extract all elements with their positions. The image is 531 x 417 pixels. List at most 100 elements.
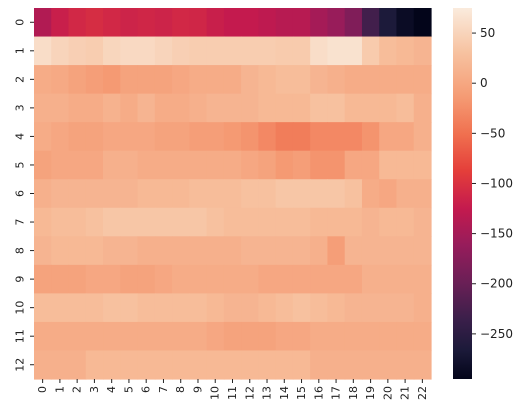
heatmap-cell-r10-c6 <box>137 293 156 323</box>
heatmap-cell-r8-c7 <box>154 236 173 266</box>
heatmap-cell-r9-c22 <box>413 264 432 294</box>
heatmap-cell-r5-c2 <box>68 150 87 180</box>
heatmap-cell-r10-c9 <box>189 293 208 323</box>
heatmap-cell-r3-c1 <box>51 93 70 123</box>
heatmap-cell-r9-c7 <box>154 264 173 294</box>
heatmap-cell-r2-c4 <box>103 65 121 95</box>
y-tick-label: 7 <box>14 219 27 226</box>
heatmap-cell-r6-c10 <box>206 179 225 209</box>
heatmap-cell-r8-c14 <box>275 236 294 266</box>
heatmap-cell-r12-c17 <box>327 350 346 380</box>
heatmap-cell-r10-c22 <box>413 293 432 323</box>
colorbar-tick-label: 50 <box>480 26 495 40</box>
heatmap-cell-r3-c21 <box>396 93 415 123</box>
heatmap-cell-r4-c14 <box>275 122 294 152</box>
heatmap-cell-r4-c8 <box>172 122 190 152</box>
heatmap-cell-r3-c17 <box>327 93 346 123</box>
x-tick-label: 3 <box>88 386 101 393</box>
heatmap-cell-r7-c0 <box>34 207 52 237</box>
x-tick-label: 15 <box>295 386 308 400</box>
heatmap-cell-r2-c13 <box>258 65 277 95</box>
heatmap-cell-r10-c13 <box>258 293 277 323</box>
heatmap-cell-r5-c21 <box>396 150 415 180</box>
heatmap-cell-r11-c12 <box>241 321 259 352</box>
heatmap-cell-r0-c9 <box>189 8 208 38</box>
y-tick-label: 4 <box>14 133 27 140</box>
x-tick-label: 4 <box>105 386 118 393</box>
x-tick-label: 20 <box>381 386 394 400</box>
heatmap-cell-r10-c10 <box>206 293 225 323</box>
y-tick-label: 3 <box>14 104 27 111</box>
colorbar-tick-label: −200 <box>480 277 513 291</box>
heatmap-cell-r6-c11 <box>223 179 242 209</box>
heatmap-cell-r8-c2 <box>68 236 87 266</box>
heatmap-cell-r5-c0 <box>34 150 52 180</box>
heatmap-cell-r7-c5 <box>120 207 139 237</box>
heatmap-cell-r1-c20 <box>379 36 398 66</box>
heatmap-cell-r7-c10 <box>206 207 225 237</box>
heatmap-cell-r7-c17 <box>327 207 346 237</box>
y-tick-label: 0 <box>14 19 27 26</box>
heatmap-cell-r7-c15 <box>292 207 311 237</box>
heatmap-cell-r11-c13 <box>258 321 277 352</box>
heatmap-cell-r4-c11 <box>223 122 242 152</box>
y-tick-label: 5 <box>14 161 27 168</box>
heatmap-cell-r9-c17 <box>327 264 346 294</box>
heatmap-cell-r5-c13 <box>258 150 277 180</box>
heatmap-cell-r3-c20 <box>379 93 398 123</box>
heatmap-cell-r1-c14 <box>275 36 294 66</box>
heatmap-cell-r9-c5 <box>120 264 139 294</box>
heatmap-cell-r8-c13 <box>258 236 277 266</box>
heatmap-cell-r11-c2 <box>68 321 87 352</box>
heatmap-cell-r3-c10 <box>206 93 225 123</box>
heatmap-cell-r0-c14 <box>275 8 294 38</box>
heatmap-cell-r12-c2 <box>68 350 87 380</box>
heatmap-cell-r6-c12 <box>241 179 259 209</box>
heatmap-cell-r6-c22 <box>413 179 432 209</box>
heatmap-cell-r10-c4 <box>103 293 121 323</box>
heatmap-cell-r2-c3 <box>85 65 104 95</box>
heatmap-cell-r0-c3 <box>85 8 104 38</box>
heatmap-cell-r11-c11 <box>223 321 242 352</box>
heatmap-cell-r10-c8 <box>172 293 190 323</box>
heatmap-cell-r11-c4 <box>103 321 121 352</box>
heatmap-cell-r8-c12 <box>241 236 259 266</box>
heatmap-cell-r4-c4 <box>103 122 121 152</box>
heatmap-cell-r11-c22 <box>413 321 432 352</box>
heatmap-cell-r8-c17 <box>327 236 346 266</box>
heatmap-cell-r4-c5 <box>120 122 139 152</box>
heatmap-cell-r2-c1 <box>51 65 70 95</box>
heatmap-cell-r6-c3 <box>85 179 104 209</box>
heatmap-cell-r4-c2 <box>68 122 87 152</box>
heatmap-cells <box>34 8 432 380</box>
heatmap-cell-r0-c10 <box>206 8 225 38</box>
heatmap-cell-r4-c15 <box>292 122 311 152</box>
x-tick-label: 0 <box>36 386 49 393</box>
heatmap-cell-r7-c22 <box>413 207 432 237</box>
heatmap-cell-r2-c20 <box>379 65 398 95</box>
colorbar-axis: 50 0 −50 −100 −150 −200 −250 <box>472 26 513 341</box>
heatmap-cell-r3-c16 <box>310 93 329 123</box>
colorbar-tick-label: −250 <box>480 327 513 341</box>
heatmap-cell-r12-c9 <box>189 350 208 380</box>
heatmap-cell-r0-c4 <box>103 8 121 38</box>
heatmap-cell-r1-c2 <box>68 36 87 66</box>
heatmap-cell-r1-c7 <box>154 36 173 66</box>
x-tick-label: 1 <box>53 386 66 393</box>
heatmap-cell-r9-c0 <box>34 264 52 294</box>
heatmap-cell-r8-c9 <box>189 236 208 266</box>
heatmap-cell-r0-c21 <box>396 8 415 38</box>
heatmap-cell-r10-c17 <box>327 293 346 323</box>
heatmap-cell-r9-c18 <box>344 264 363 294</box>
heatmap-cell-r2-c14 <box>275 65 294 95</box>
heatmap-cell-r5-c10 <box>206 150 225 180</box>
heatmap-cell-r12-c13 <box>258 350 277 380</box>
heatmap-cell-r7-c19 <box>361 207 380 237</box>
heatmap-cell-r7-c13 <box>258 207 277 237</box>
heatmap-cell-r5-c5 <box>120 150 139 180</box>
heatmap-cell-r10-c11 <box>223 293 242 323</box>
heatmap-cell-r1-c1 <box>51 36 70 66</box>
x-tick-label: 7 <box>157 386 170 393</box>
heatmap-cell-r4-c6 <box>137 122 156 152</box>
heatmap-cell-r2-c5 <box>120 65 139 95</box>
